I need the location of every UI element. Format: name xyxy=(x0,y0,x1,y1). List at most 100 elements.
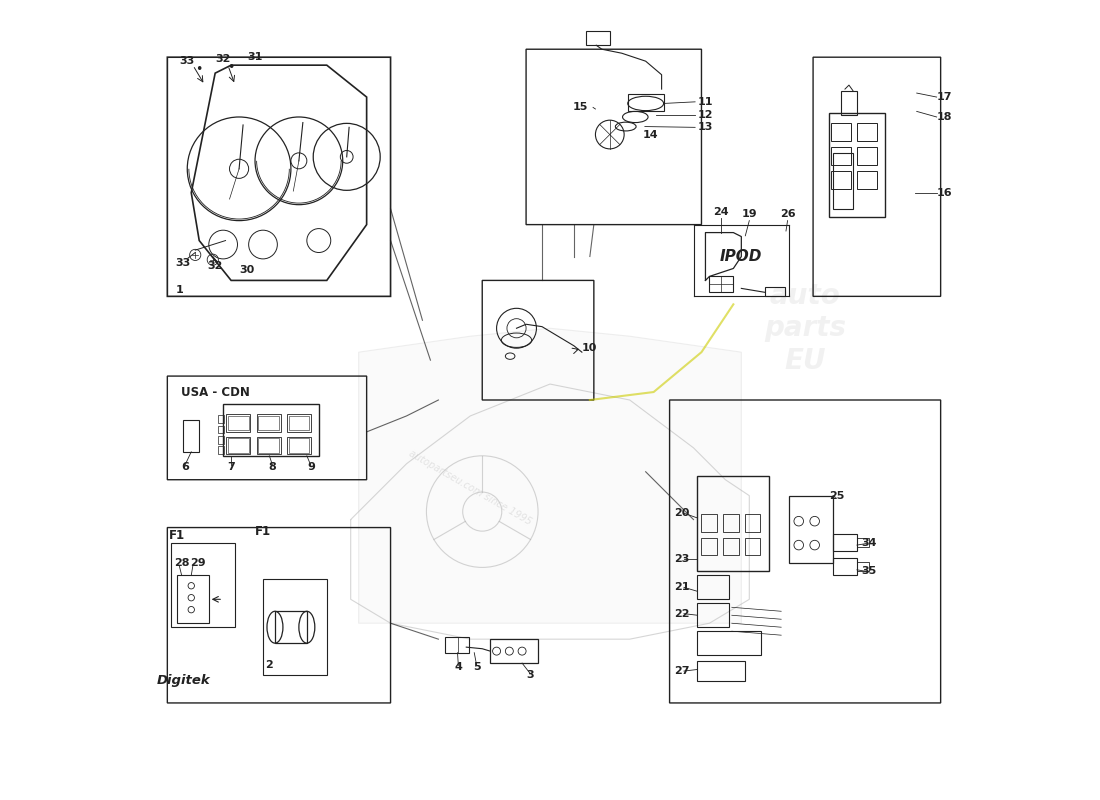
Bar xyxy=(833,153,853,209)
Bar xyxy=(287,414,311,432)
Bar xyxy=(857,562,869,571)
Text: Digitek: Digitek xyxy=(156,674,210,687)
Bar xyxy=(586,31,609,46)
Text: 18: 18 xyxy=(937,112,953,122)
Text: 34: 34 xyxy=(861,538,877,549)
Text: 28: 28 xyxy=(174,558,189,569)
Text: 20: 20 xyxy=(674,508,690,518)
Bar xyxy=(172,543,235,627)
Text: 33: 33 xyxy=(179,56,195,66)
Bar xyxy=(228,438,249,453)
Bar xyxy=(830,147,850,165)
Bar xyxy=(288,438,309,453)
Bar xyxy=(857,171,877,189)
Text: 23: 23 xyxy=(674,554,690,565)
Bar xyxy=(710,276,734,291)
Bar xyxy=(697,631,761,655)
Bar xyxy=(723,514,739,531)
Text: 7: 7 xyxy=(228,462,235,472)
Polygon shape xyxy=(191,65,366,281)
Text: 10: 10 xyxy=(582,343,597,353)
Bar xyxy=(833,534,857,551)
Bar xyxy=(177,575,209,623)
Text: 24: 24 xyxy=(714,206,729,217)
Bar xyxy=(702,538,717,555)
Text: 19: 19 xyxy=(741,209,757,219)
Bar xyxy=(842,90,857,114)
Bar xyxy=(697,603,729,627)
Bar xyxy=(697,476,769,571)
Text: •: • xyxy=(196,62,202,76)
Text: 16: 16 xyxy=(937,188,953,198)
Text: F1: F1 xyxy=(255,525,272,538)
Bar xyxy=(702,514,717,531)
Text: 32: 32 xyxy=(216,54,231,64)
Bar xyxy=(227,414,250,432)
Text: auto
parts
EU: auto parts EU xyxy=(764,282,846,374)
Bar xyxy=(444,637,469,653)
Text: 21: 21 xyxy=(674,582,690,592)
Bar xyxy=(184,420,199,452)
Text: 5: 5 xyxy=(473,662,481,672)
Text: 30: 30 xyxy=(240,265,255,275)
Bar xyxy=(833,558,857,575)
Bar xyxy=(830,123,850,141)
Text: 1: 1 xyxy=(175,285,184,295)
Text: 32: 32 xyxy=(208,261,223,271)
Bar xyxy=(628,94,664,111)
Bar xyxy=(697,575,729,599)
Text: 17: 17 xyxy=(937,92,953,102)
Text: 31: 31 xyxy=(248,52,263,62)
Bar xyxy=(218,446,224,454)
Text: 2: 2 xyxy=(265,660,273,670)
Bar xyxy=(829,113,884,217)
Text: 35: 35 xyxy=(861,566,877,577)
Text: •: • xyxy=(228,61,234,74)
Bar xyxy=(857,538,869,547)
Text: 26: 26 xyxy=(780,209,795,219)
Text: IPOD: IPOD xyxy=(720,249,762,264)
Bar xyxy=(697,661,746,681)
Text: 9: 9 xyxy=(307,462,315,472)
Polygon shape xyxy=(359,328,741,623)
Bar xyxy=(287,437,311,454)
Text: 15: 15 xyxy=(573,102,588,113)
Text: USA - CDN: USA - CDN xyxy=(180,386,250,398)
Text: 6: 6 xyxy=(180,462,189,472)
Text: 13: 13 xyxy=(697,122,713,132)
Text: 27: 27 xyxy=(674,666,690,676)
Text: 11: 11 xyxy=(697,97,713,107)
Bar xyxy=(218,415,224,423)
Bar xyxy=(256,437,280,454)
Bar xyxy=(228,416,249,430)
Text: F1: F1 xyxy=(169,529,185,542)
Text: 12: 12 xyxy=(697,110,713,120)
Bar xyxy=(275,611,307,643)
Bar xyxy=(745,538,760,555)
Text: 4: 4 xyxy=(454,662,462,672)
Bar xyxy=(218,436,224,444)
Text: 25: 25 xyxy=(829,490,845,501)
Text: 29: 29 xyxy=(189,558,206,569)
Bar xyxy=(263,579,327,675)
Text: 3: 3 xyxy=(526,670,534,680)
Bar xyxy=(857,123,877,141)
Bar xyxy=(491,639,538,663)
Bar xyxy=(227,437,250,454)
Bar xyxy=(258,416,279,430)
Bar xyxy=(218,426,224,434)
Bar xyxy=(745,514,760,531)
Text: 14: 14 xyxy=(642,130,658,140)
Bar xyxy=(857,147,877,165)
Bar xyxy=(288,416,309,430)
Bar xyxy=(789,496,833,563)
Bar xyxy=(766,286,785,296)
Text: autopartseu.com since 1995: autopartseu.com since 1995 xyxy=(407,448,534,527)
Bar xyxy=(256,414,280,432)
Bar xyxy=(223,404,319,456)
Bar xyxy=(830,171,850,189)
Bar xyxy=(258,438,279,453)
Bar xyxy=(723,538,739,555)
Text: 22: 22 xyxy=(674,609,690,618)
Text: 33: 33 xyxy=(176,258,191,268)
